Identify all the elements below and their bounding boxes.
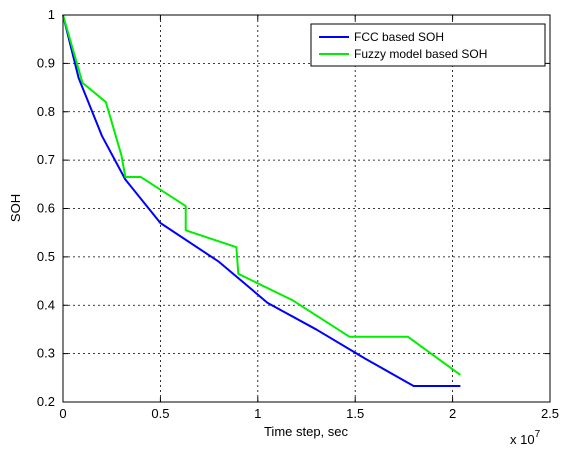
x-axis-label: Time step, sec — [264, 424, 349, 439]
x-multiplier-exponent: 7 — [535, 429, 541, 440]
x-tick-label: 2 — [449, 406, 456, 421]
x-tick-label: 2.5 — [541, 406, 559, 421]
y-tick-label: 0.2 — [37, 394, 55, 409]
y-tick-label: 0.4 — [37, 297, 55, 312]
y-tick-label: 0.8 — [37, 104, 55, 119]
legend: FCC based SOH Fuzzy model based SOH — [310, 23, 546, 67]
plot-area — [63, 15, 550, 402]
y-tick-label: 0.3 — [37, 346, 55, 361]
series-line-fcc — [62, 14, 461, 388]
y-axis-label: SOH — [8, 194, 23, 222]
x-multiplier-base: x 10 — [510, 432, 535, 447]
y-tick-label: 0.9 — [37, 55, 55, 70]
y-tick-label: 0.6 — [37, 201, 55, 216]
y-tick-label: 1 — [48, 7, 55, 22]
x-multiplier: x 107 — [510, 429, 541, 447]
legend-box — [310, 23, 546, 67]
series-line-fuzzy — [62, 14, 461, 376]
x-tick-label: 1 — [254, 406, 261, 421]
legend-label-fcc: FCC based SOH — [354, 30, 444, 44]
legend-label-fuzzy: Fuzzy model based SOH — [354, 47, 487, 61]
y-tick-label: 0.5 — [37, 249, 55, 264]
ticks: 0 0.5 1 1.5 2 2.5 0.2 0.3 0.4 0.5 0.6 0.7 0.8 0.9 1 — [37, 7, 559, 421]
x-tick-label: 1.5 — [346, 406, 364, 421]
x-tick-label: 0.5 — [151, 406, 169, 421]
series-lines — [62, 14, 461, 388]
y-tick-label: 0.7 — [37, 152, 55, 167]
x-tick-label: 0 — [59, 406, 66, 421]
